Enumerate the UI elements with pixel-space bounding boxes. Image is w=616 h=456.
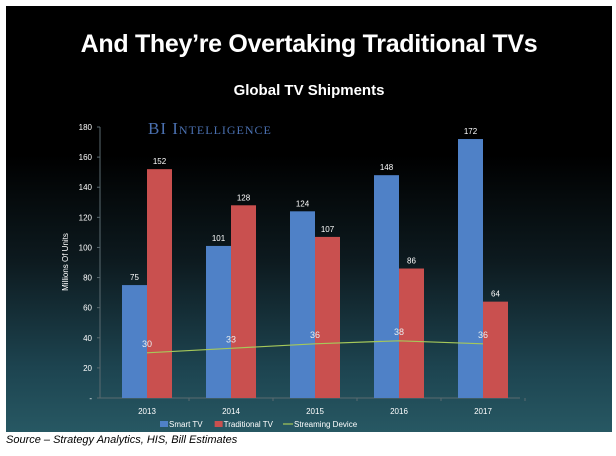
- legend-swatch: [160, 421, 168, 427]
- chart-title: Global TV Shipments: [233, 82, 385, 99]
- chart: - 20 40 60 80 100 120 140 160 180 Millions Of Unit…: [61, 123, 526, 429]
- x-tick-label: 2013: [138, 407, 156, 416]
- x-tick-label: 2016: [390, 407, 408, 416]
- data-label: 152: [153, 157, 167, 166]
- slide-title: And They’re Overtaking Traditional TVs: [80, 30, 538, 58]
- data-label: 86: [407, 257, 416, 266]
- line-data-label: 38: [394, 327, 404, 337]
- bi-intelligence-logo: BI Intelligence: [148, 119, 272, 138]
- legend-label: Traditional TV: [224, 420, 274, 429]
- y-tick-label: 40: [83, 334, 92, 343]
- line-data-label: 33: [226, 334, 236, 344]
- bar-traditional-tv: [231, 205, 256, 398]
- bar-traditional-tv: [399, 268, 424, 398]
- data-label: 128: [237, 193, 251, 202]
- y-tick-label: 140: [79, 183, 93, 192]
- x-tick-label: 2014: [222, 407, 240, 416]
- y-tick-label: 100: [79, 243, 93, 252]
- y-tick-label: -: [89, 394, 92, 403]
- line-data-label: 36: [478, 330, 488, 340]
- y-tick-label: 20: [83, 364, 92, 373]
- line-data-label: 30: [142, 339, 152, 349]
- data-label: 64: [491, 290, 500, 299]
- x-tick-label: 2017: [474, 407, 492, 416]
- data-label: 101: [212, 234, 226, 243]
- bar-smart-tv: [206, 245, 231, 398]
- y-tick-label: 160: [79, 153, 93, 162]
- data-label: 172: [464, 127, 478, 136]
- data-label: 75: [130, 273, 139, 282]
- y-tick-label: 180: [79, 123, 93, 132]
- line-data-label: 36: [310, 330, 320, 340]
- legend-label: Streaming Device: [294, 420, 358, 429]
- slide: And They’re Overtaking Traditional TVs G…: [6, 6, 612, 432]
- bar-smart-tv: [458, 139, 483, 399]
- legend-swatch: [214, 421, 223, 427]
- y-axis-label: Millions Of Units: [61, 233, 70, 291]
- bar-traditional-tv: [315, 236, 340, 398]
- bar-smart-tv: [290, 211, 315, 398]
- bar-traditional-tv: [147, 169, 172, 398]
- bar-traditional-tv: [483, 301, 508, 398]
- data-label: 107: [321, 225, 335, 234]
- bar-smart-tv: [122, 285, 147, 398]
- legend-label: Smart TV: [169, 420, 203, 429]
- source-note: Source – Strategy Analytics, HIS, Bill E…: [6, 434, 238, 446]
- y-tick-label: 60: [83, 304, 92, 313]
- y-tick-label: 80: [83, 274, 92, 283]
- bar-smart-tv: [374, 175, 399, 398]
- data-label: 148: [380, 163, 394, 172]
- data-label: 124: [296, 199, 310, 208]
- line-streaming-device: [146, 340, 484, 354]
- y-tick-label: 120: [79, 213, 93, 222]
- x-tick-label: 2015: [306, 407, 324, 416]
